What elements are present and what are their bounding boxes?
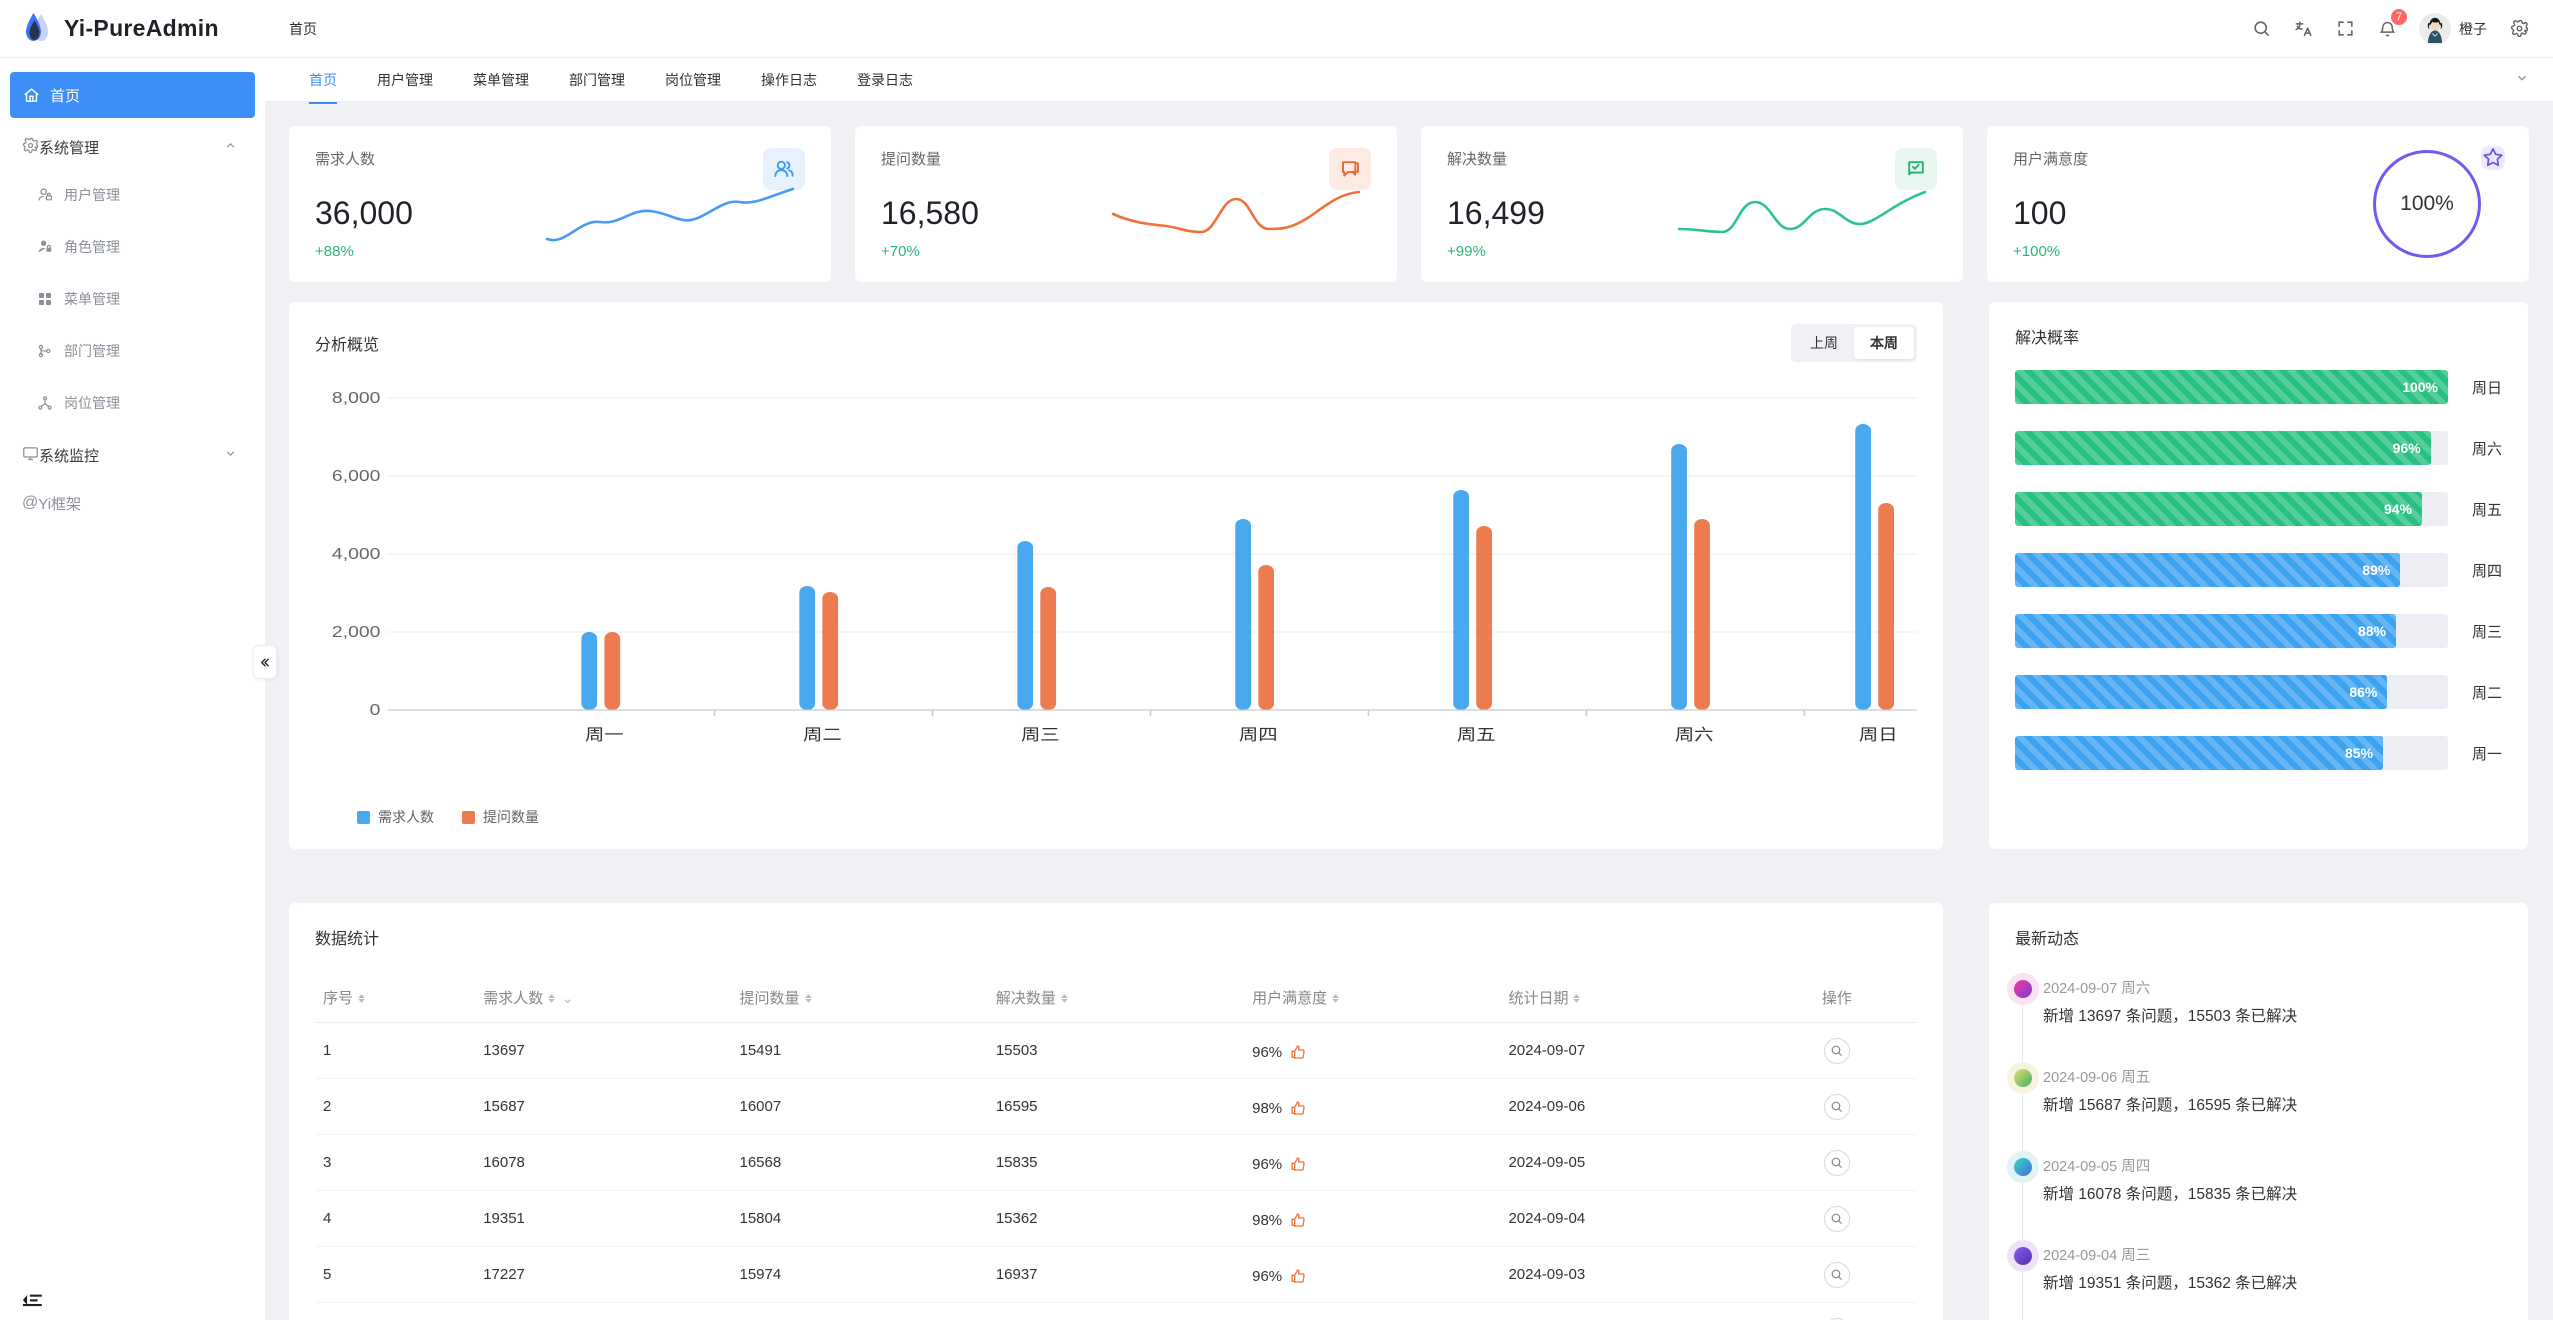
svg-text:0: 0 [370, 701, 381, 719]
svg-text:8,000: 8,000 [332, 389, 381, 407]
svg-text:周日: 周日 [1859, 726, 1898, 744]
svg-text:周五: 周五 [1457, 726, 1496, 744]
svg-text:周二: 周二 [803, 726, 842, 744]
svg-text:周一: 周一 [585, 726, 624, 744]
svg-text:周四: 周四 [1239, 726, 1278, 744]
svg-text:2,000: 2,000 [332, 623, 381, 641]
svg-text:6,000: 6,000 [332, 467, 381, 485]
svg-text:周三: 周三 [1021, 726, 1060, 744]
svg-text:周六: 周六 [1675, 726, 1714, 744]
svg-text:4,000: 4,000 [332, 545, 381, 563]
